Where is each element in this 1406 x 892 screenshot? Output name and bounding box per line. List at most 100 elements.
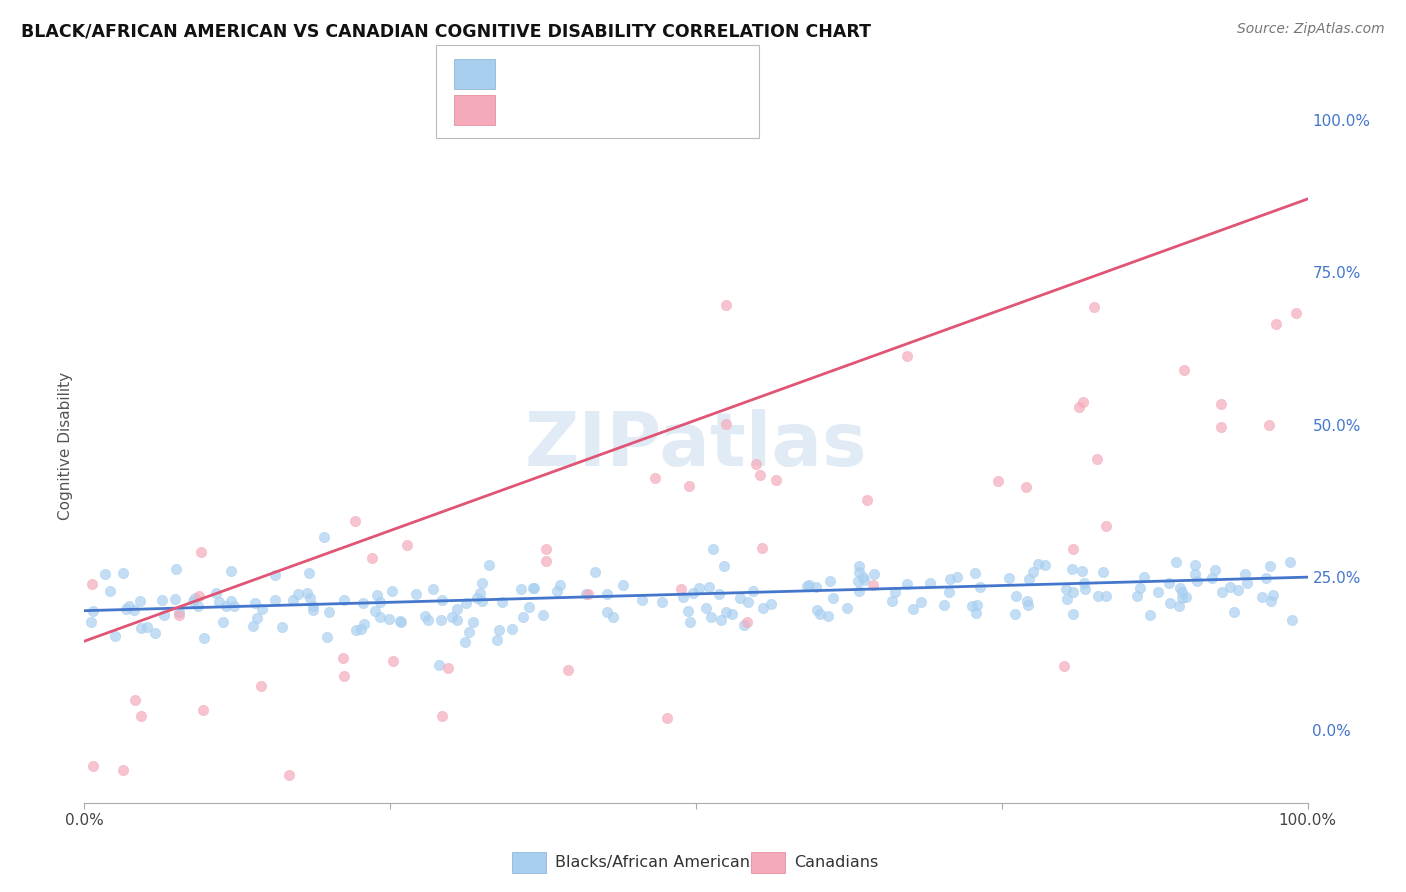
Point [1085, 451, 1108, 466]
Point [1174, 590, 1197, 604]
Point [136, 620, 159, 634]
Point [111, 764, 134, 778]
Point [965, 606, 987, 620]
Point [1060, 562, 1083, 576]
Point [678, 479, 700, 493]
Point [575, 586, 598, 600]
Point [548, 578, 571, 592]
Point [364, 603, 387, 617]
Text: 52: 52 [672, 99, 709, 117]
Point [901, 602, 924, 616]
Point [389, 615, 412, 629]
Text: 0.416: 0.416 [547, 63, 602, 81]
Point [806, 602, 828, 616]
Point [1139, 608, 1161, 623]
Point [1250, 591, 1272, 605]
Point [93, 567, 115, 582]
Point [1094, 519, 1116, 533]
Point [818, 574, 841, 589]
Point [846, 574, 869, 588]
Point [808, 607, 831, 622]
Point [205, 586, 228, 600]
Point [145, 626, 167, 640]
Text: BLACK/AFRICAN AMERICAN VS CANADIAN COGNITIVE DISABILITY CORRELATION CHART: BLACK/AFRICAN AMERICAN VS CANADIAN COGNI… [21, 22, 872, 40]
Point [471, 576, 494, 591]
Point [465, 591, 488, 606]
Point [1261, 588, 1284, 602]
Point [856, 492, 879, 507]
Point [1264, 317, 1286, 331]
Point [222, 599, 245, 613]
Point [111, 566, 134, 581]
Point [679, 615, 702, 630]
Point [344, 623, 367, 637]
Point [478, 558, 501, 572]
Point [1167, 599, 1189, 613]
Point [1146, 584, 1168, 599]
Point [150, 592, 173, 607]
Text: R =: R = [501, 99, 538, 117]
Point [82, 604, 104, 618]
Point [446, 602, 468, 616]
Point [344, 514, 367, 528]
Point [243, 596, 266, 610]
Point [1062, 585, 1084, 599]
Point [316, 630, 339, 644]
Point [301, 599, 323, 613]
Point [682, 586, 704, 600]
Point [250, 602, 273, 616]
Point [167, 605, 190, 619]
Point [242, 619, 264, 633]
Point [1095, 589, 1118, 603]
Point [1184, 558, 1206, 572]
Point [1074, 582, 1097, 597]
Point [1159, 575, 1181, 590]
Point [678, 604, 700, 618]
Point [1005, 589, 1028, 603]
Point [1004, 607, 1026, 621]
Point [1171, 591, 1194, 605]
Point [517, 599, 540, 614]
Point [1211, 585, 1233, 599]
Point [1073, 576, 1095, 591]
Point [939, 572, 962, 586]
Point [1219, 581, 1241, 595]
Text: Canadians: Canadians [794, 855, 879, 870]
Point [1070, 564, 1092, 578]
Point [742, 584, 765, 599]
Point [1033, 558, 1056, 572]
Point [413, 608, 436, 623]
Point [721, 607, 744, 621]
Point [396, 538, 419, 552]
Point [1054, 582, 1077, 597]
Text: Source: ZipAtlas.com: Source: ZipAtlas.com [1237, 22, 1385, 37]
Point [429, 613, 451, 627]
Point [281, 592, 304, 607]
Point [98, 584, 121, 599]
Point [430, 709, 453, 723]
Point [382, 654, 405, 668]
Point [193, 631, 215, 645]
Point [797, 578, 820, 592]
Point [835, 600, 858, 615]
Point [969, 581, 991, 595]
Point [946, 570, 969, 584]
Point [852, 569, 875, 583]
Point [671, 582, 693, 597]
Point [1026, 558, 1049, 572]
Point [848, 565, 870, 579]
Text: R =: R = [501, 63, 538, 81]
Point [557, 664, 579, 678]
Point [987, 474, 1010, 488]
Point [737, 595, 759, 609]
Point [697, 580, 720, 594]
Point [353, 616, 375, 631]
Point [672, 591, 695, 605]
Point [1279, 556, 1302, 570]
Point [454, 596, 477, 610]
Point [918, 575, 941, 590]
Point [219, 564, 242, 578]
Point [796, 579, 818, 593]
Point [1069, 400, 1091, 414]
Point [1209, 396, 1232, 410]
